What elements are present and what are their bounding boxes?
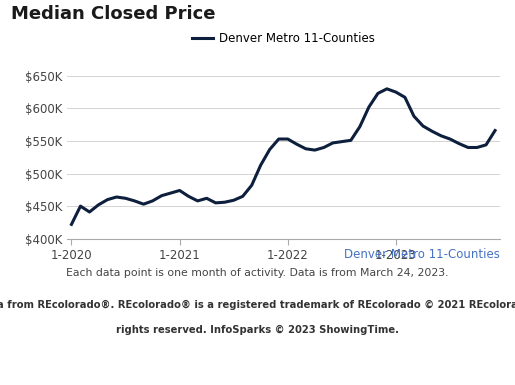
Text: All data from REcolorado®. REcolorado® is a registered trademark of REcolorado ©: All data from REcolorado®. REcolorado® i…: [0, 300, 515, 310]
Legend: Denver Metro 11-Counties: Denver Metro 11-Counties: [187, 28, 380, 50]
Text: Denver Metro 11-Counties: Denver Metro 11-Counties: [344, 248, 500, 261]
Text: rights reserved. InfoSparks © 2023 ShowingTime.: rights reserved. InfoSparks © 2023 Showi…: [116, 325, 399, 335]
Text: Median Closed Price: Median Closed Price: [11, 5, 215, 23]
Text: Each data point is one month of activity. Data is from March 24, 2023.: Each data point is one month of activity…: [66, 268, 449, 278]
